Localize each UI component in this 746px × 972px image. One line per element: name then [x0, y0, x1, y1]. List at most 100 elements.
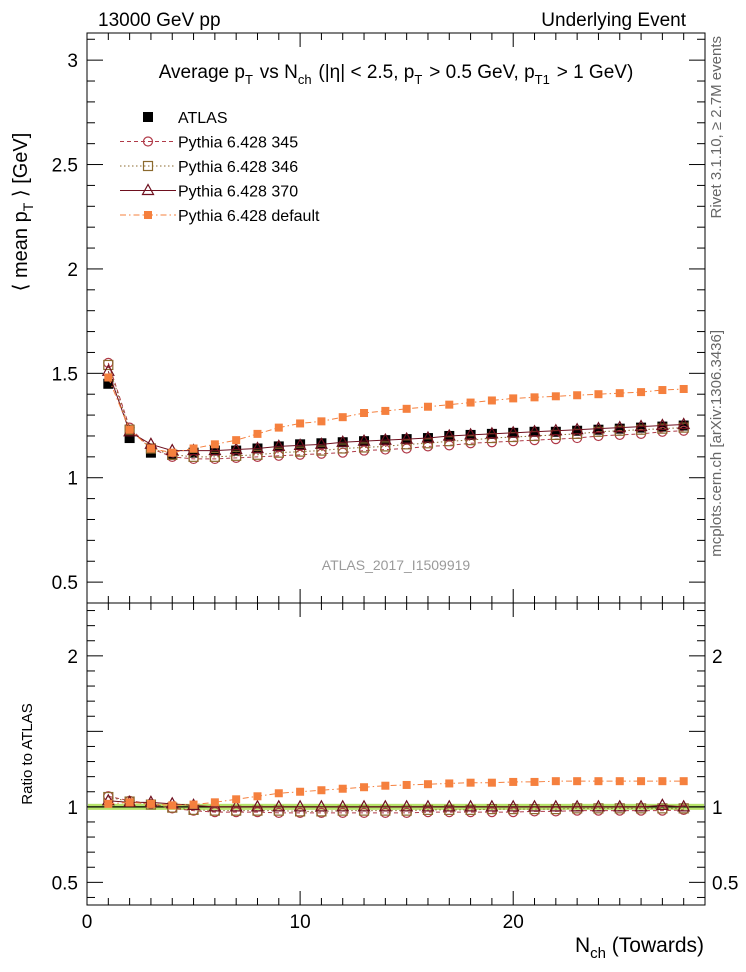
x-tick-label: 20 [503, 912, 524, 933]
ratio-point-pythia-6-428-default [402, 780, 411, 789]
ratio-point-pythia-6-428-default [487, 778, 496, 787]
ratio-point-pythia-6-428-default [210, 798, 219, 807]
legend-marker [144, 211, 152, 219]
data-point-pythia-6-428-default [125, 425, 134, 434]
series-line-pythia-6-428-346 [107, 364, 684, 458]
ratio-point-pythia-6-428-370 [506, 799, 520, 812]
ratio-point-pythia-6-428-370 [591, 799, 605, 812]
data-point-pythia-6-428-default [615, 389, 624, 398]
legend-marker [142, 136, 154, 147]
data-point-pythia-6-428-default [253, 429, 262, 438]
data-point-pythia-6-428-default [189, 444, 198, 453]
data-point-pythia-6-428-default [466, 398, 475, 407]
data-point-pythia-6-428-default [658, 386, 667, 395]
y-axis-label: ⟨ mean pT ⟩ [GeV] [10, 133, 36, 292]
data-point-pythia-6-428-default [274, 423, 283, 432]
data-point-pythia-6-428-370 [634, 419, 648, 432]
legend-label: Pythia 6.428 345 [178, 135, 298, 152]
ratio-point-pythia-6-428-default [445, 779, 454, 788]
data-point-pythia-6-428-370 [400, 431, 414, 444]
data-point-pythia-6-428-default [232, 436, 241, 445]
ratio-point-pythia-6-428-default [125, 798, 134, 807]
data-point-pythia-6-428-370 [485, 426, 499, 439]
data-point-pythia-6-428-default [423, 402, 432, 411]
data-point-pythia-6-428-346 [358, 442, 370, 453]
legend-entry-pythia-6-428-370: Pythia 6.428 370 [120, 183, 298, 201]
ratio-point-pythia-6-428-default [466, 778, 475, 787]
ratio-point-pythia-6-428-default [253, 792, 262, 801]
ratio-y-tick-label-left: 0.5 [52, 873, 78, 894]
data-point-pythia-6-428-370 [293, 438, 307, 450]
y-tick-label: 1.5 [52, 364, 78, 385]
legend-marker [141, 183, 155, 196]
y-axis-label-text: ⟨ mean pT ⟩ [GeV] [10, 133, 36, 292]
side-label-upper: Rivet 3.1.10, ≥ 2.7M events [708, 36, 725, 219]
ratio-point-pythia-6-428-default [146, 799, 155, 808]
data-point-pythia-6-428-370 [570, 422, 584, 435]
chart-title-text: Average pT vs Nch (|η| < 2.5, pT > 0.5 G… [159, 62, 634, 87]
data-point-pythia-6-428-346 [465, 435, 476, 446]
data-point-pythia-6-428-370 [272, 439, 286, 452]
ratio-point-pythia-6-428-default [189, 800, 198, 809]
legend-entry-pythia-6-428-345: Pythia 6.428 345 [120, 135, 298, 152]
data-point-pythia-6-428-346 [209, 451, 220, 462]
legend-label: Pythia 6.428 default [178, 208, 320, 225]
data-point-pythia-6-428-370 [357, 433, 371, 446]
y-tick-label: 2.5 [52, 156, 78, 177]
legend-entry-atlas: ATLAS [143, 110, 228, 127]
ratio-point-pythia-6-428-370 [293, 799, 307, 812]
data-point-atlas [636, 422, 647, 433]
legend-label: Pythia 6.428 346 [178, 159, 298, 176]
data-point-pythia-6-428-346 [295, 446, 306, 457]
ratio-panel-frame [86, 602, 706, 906]
legend-label: Pythia 6.428 370 [178, 184, 298, 201]
ratio-point-pythia-6-428-370 [357, 799, 371, 812]
data-point-pythia-6-428-default [168, 448, 177, 457]
ratio-point-pythia-6-428-370 [378, 799, 392, 812]
chart-title: Average pT vs Nch (|η| < 2.5, pT > 0.5 G… [159, 62, 634, 87]
data-point-pythia-6-428-346 [231, 450, 242, 461]
data-point-atlas [593, 424, 604, 435]
ratio-point-pythia-6-428-370 [400, 799, 414, 812]
series-line-pythia-6-428-345 [107, 362, 684, 460]
data-point-pythia-6-428-default [679, 384, 688, 393]
series-line-pythia-6-428-370 [107, 371, 684, 452]
data-point-atlas [614, 423, 625, 434]
data-point-atlas [316, 438, 327, 449]
data-point-atlas [295, 439, 306, 450]
ratio-y-axis-label: Ratio to ATLAS [19, 703, 36, 804]
series-ratio [101, 777, 691, 818]
x-tick-label: 10 [290, 912, 311, 933]
data-point-atlas [231, 445, 242, 456]
ratio-point-pythia-6-428-default [530, 777, 539, 786]
main-axis-ticks: 0.5 1 1.5 2 2.5 3 [52, 33, 705, 604]
data-point-pythia-6-428-370 [378, 432, 392, 445]
ratio-point-pythia-6-428-default [360, 783, 369, 792]
ratio-point-pythia-6-428-default [679, 777, 688, 786]
watermark: ATLAS_2017_I1509919 [322, 557, 471, 573]
y-tick-label: 1 [67, 469, 78, 490]
series-main [101, 357, 691, 465]
ratio-point-pythia-6-428-370 [442, 799, 456, 812]
data-point-pythia-6-428-370 [506, 425, 520, 438]
x-tick-label: 0 [82, 912, 93, 933]
legend: ATLAS Pythia 6.428 345 Pythia 6.428 346 Pyt… [120, 110, 320, 225]
data-point-pythia-6-428-346 [401, 439, 412, 450]
data-point-atlas [678, 420, 689, 431]
ratio-point-pythia-6-428-370 [421, 799, 435, 812]
data-point-atlas [550, 426, 561, 437]
header-left: 13000 GeV pp [98, 10, 221, 31]
ratio-line-pythia-6-428-346 [108, 796, 684, 812]
data-point-pythia-6-428-default [594, 390, 603, 399]
data-point-pythia-6-428-default [637, 388, 646, 397]
ratio-point-pythia-6-428-default [104, 799, 113, 808]
ratio-y-tick-label-left: 1 [67, 798, 78, 819]
ratio-point-pythia-6-428-default [509, 777, 518, 786]
data-point-pythia-6-428-346 [273, 447, 284, 458]
data-point-pythia-6-428-default [573, 391, 582, 400]
ratio-point-pythia-6-428-370 [229, 799, 243, 812]
legend-label: ATLAS [178, 110, 228, 127]
ratio-point-pythia-6-428-default [658, 777, 667, 786]
data-point-pythia-6-428-default [146, 444, 155, 453]
data-point-pythia-6-428-346 [380, 441, 391, 452]
